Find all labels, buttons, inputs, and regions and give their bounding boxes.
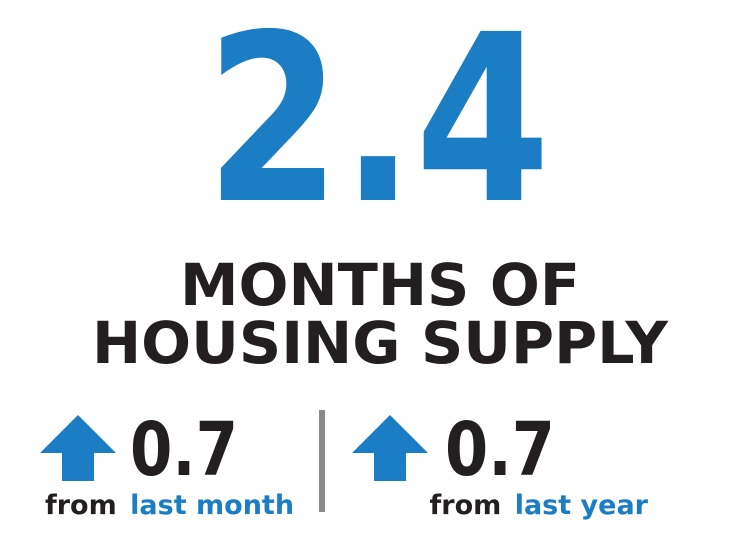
- headline-label: HOUSING SUPPLY: [92, 309, 669, 377]
- up-arrow: [40, 415, 116, 481]
- change-prefix: from: [430, 490, 502, 521]
- change-period: last year: [515, 490, 649, 521]
- change-caption: from last year: [430, 490, 649, 521]
- up-arrow: [352, 415, 428, 481]
- headline-label: MONTHS OF: [180, 251, 580, 319]
- change-prefix: from: [45, 490, 117, 521]
- change-value: 0.7: [445, 407, 555, 493]
- change-period: last month: [130, 490, 294, 521]
- change-caption: from last month: [45, 490, 294, 521]
- headline-value: 2.4: [206, 0, 551, 255]
- change-value: 0.7: [130, 407, 238, 493]
